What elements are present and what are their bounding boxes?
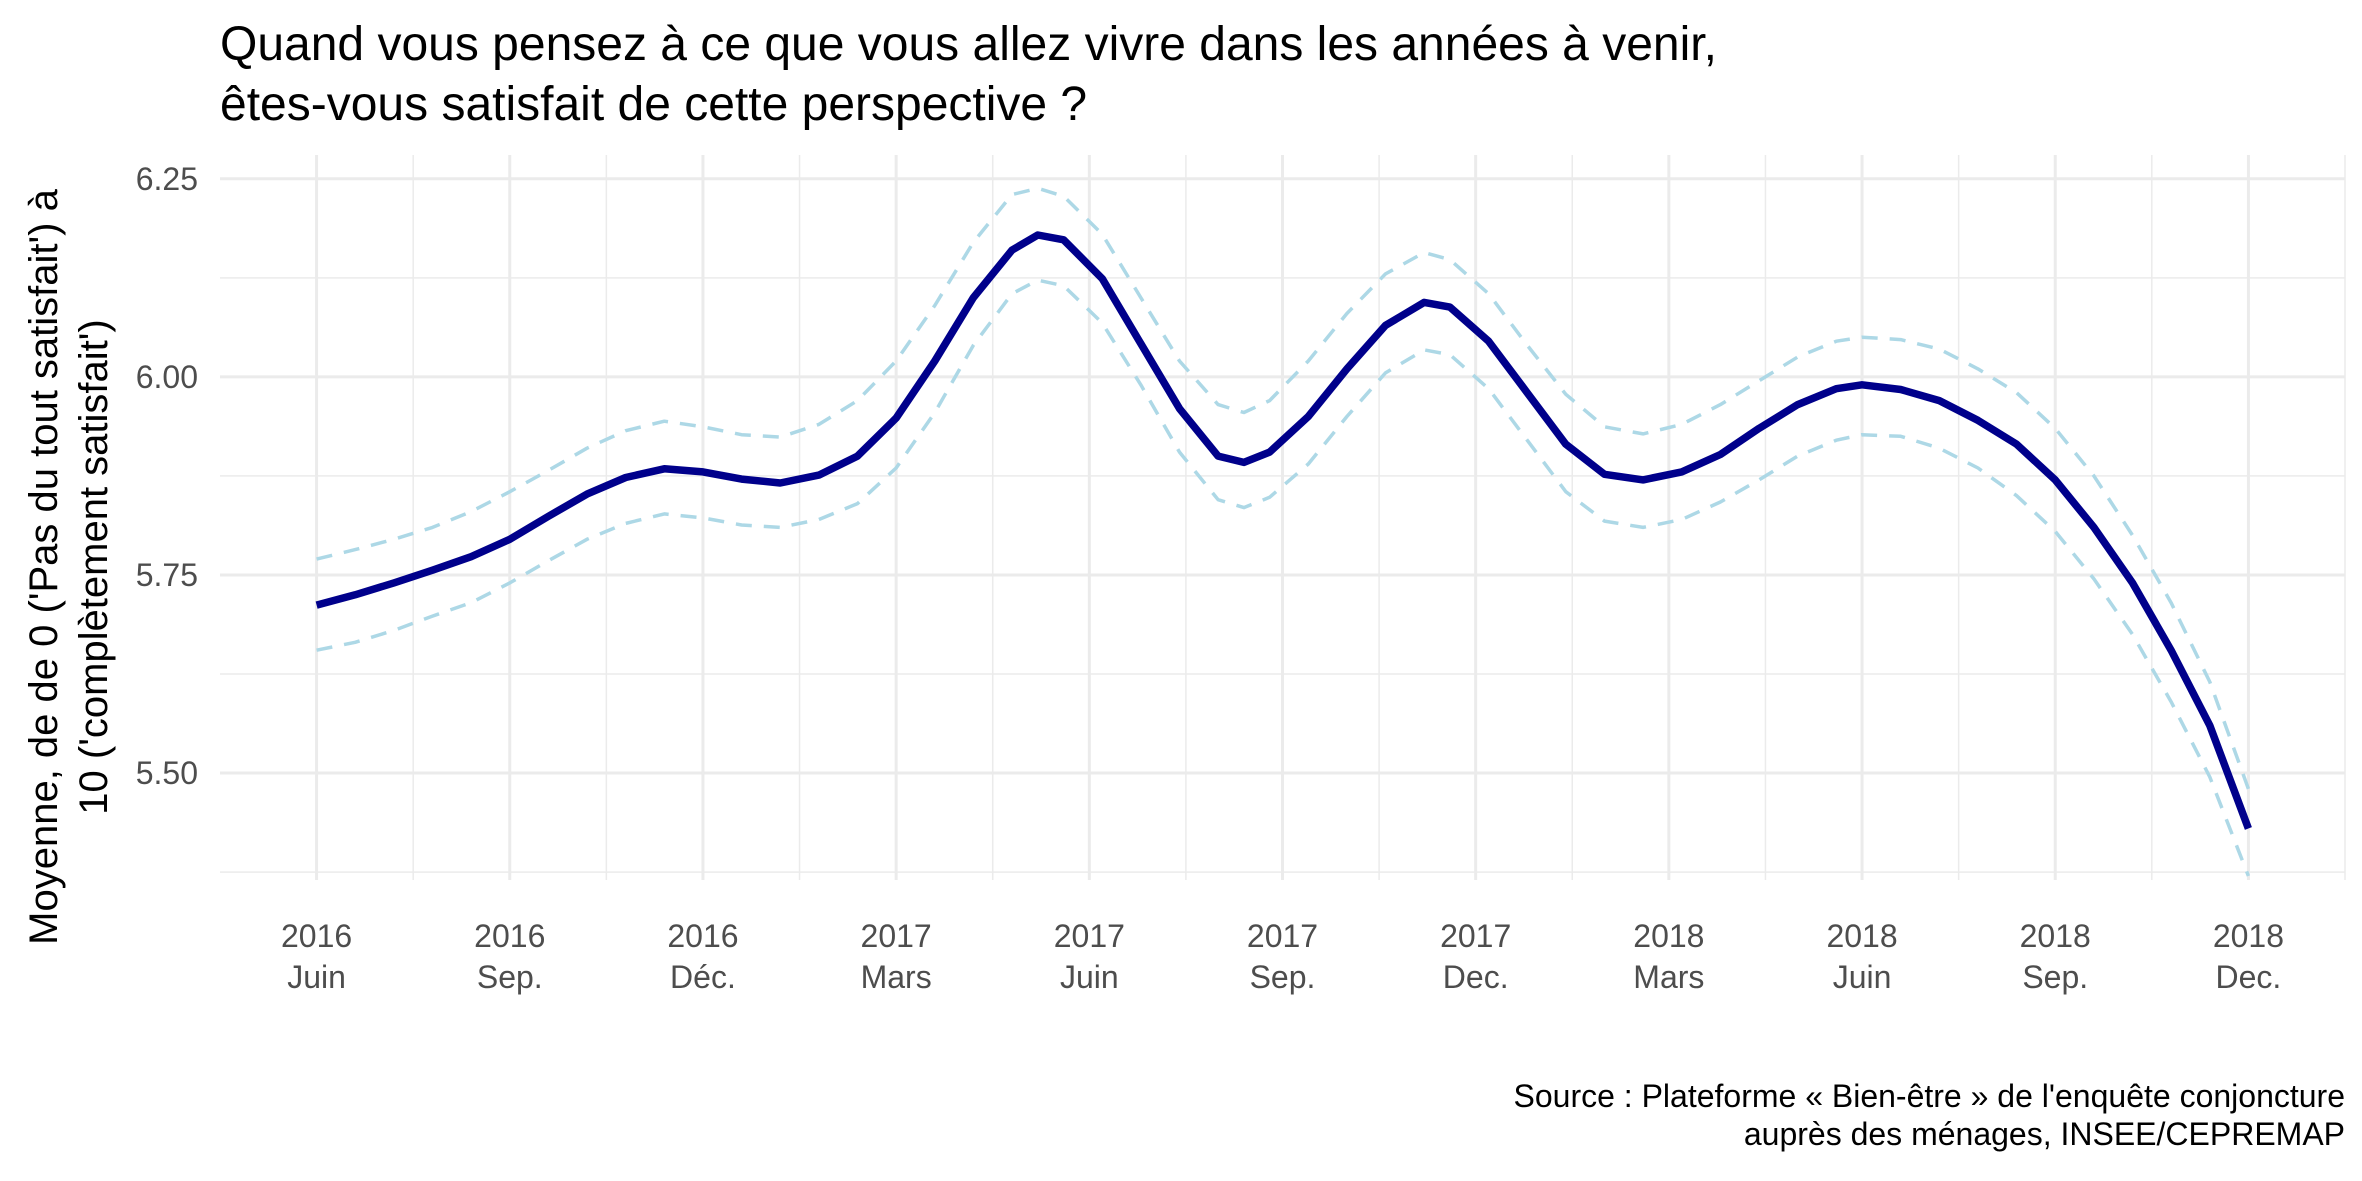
x-tick-year: 2017 [1054, 918, 1125, 954]
x-tick-year: 2016 [474, 918, 545, 954]
y-tick-label: 5.75 [136, 557, 198, 593]
chart-title-line-1: Quand vous pensez à ce que vous allez vi… [220, 18, 1717, 71]
x-tick-year: 2017 [861, 918, 932, 954]
x-tick-label: Mars [1633, 959, 1704, 995]
x-tick-label: Juin [287, 959, 346, 995]
y-axis-title-line-1: Moyenne, de de 0 ('Pas du tout satisfait… [22, 188, 66, 944]
x-tick-label: Déc. [670, 959, 736, 995]
y-tick-label: 6.25 [136, 161, 198, 197]
x-tick-year: 2016 [667, 918, 738, 954]
x-tick-year: 2017 [1247, 918, 1318, 954]
x-tick-year: 2018 [1633, 918, 1704, 954]
x-tick-year: 2018 [2020, 918, 2091, 954]
x-tick-label: Sep. [477, 959, 543, 995]
x-tick-year: 2017 [1440, 918, 1511, 954]
x-tick-label: Mars [861, 959, 932, 995]
grid [220, 155, 2346, 880]
chart-title-line-2: êtes-vous satisfait de cette perspective… [220, 78, 1087, 131]
x-tick-year: 2018 [2213, 918, 2284, 954]
x-tick-label: Sep. [2022, 959, 2088, 995]
series-layer [315, 186, 2252, 877]
x-tick-label: Dec. [1443, 959, 1509, 995]
x-tick-label: Juin [1833, 959, 1892, 995]
lower-confidence-line [316, 278, 2251, 877]
upper-confidence-line [316, 186, 2251, 790]
tick-labels: 5.50 5.75 6.00 6.25 2016 Juin 2016 Sep. 2016 Déc.… [136, 161, 2284, 995]
x-tick-year: 2018 [1826, 918, 1897, 954]
mean-line [315, 231, 2252, 830]
caption-line-1: Source : Plateforme « Bien-être » de l'e… [1514, 1078, 2346, 1114]
y-tick-label: 5.50 [136, 755, 198, 791]
x-tick-label: Juin [1060, 959, 1119, 995]
y-axis-title-line-2: 10 ('complètement satisfait') [72, 319, 116, 814]
caption-line-2: auprès des ménages, INSEE/CEPREMAP [1744, 1116, 2345, 1152]
x-tick-label: Sep. [1250, 959, 1316, 995]
x-tick-label: Dec. [2216, 959, 2282, 995]
x-tick-year: 2016 [281, 918, 352, 954]
y-tick-label: 6.00 [136, 359, 198, 395]
